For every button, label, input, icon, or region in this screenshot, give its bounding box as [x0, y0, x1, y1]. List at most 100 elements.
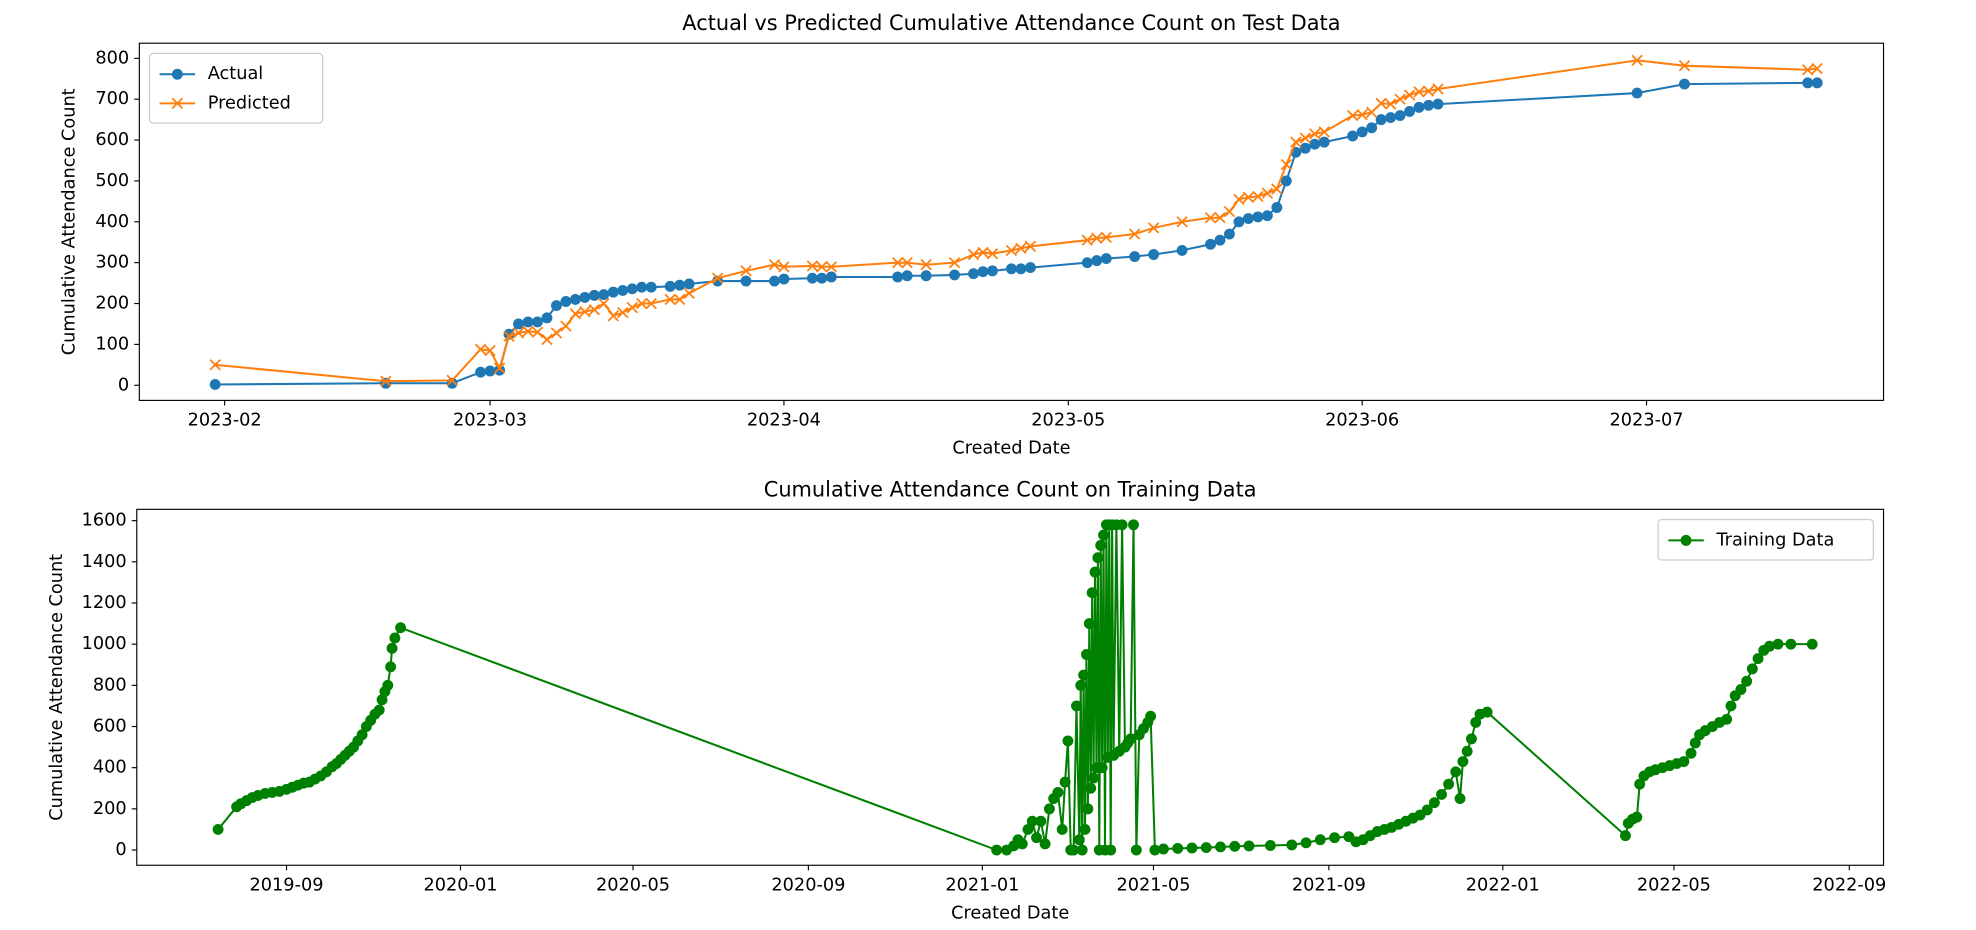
marker	[1261, 187, 1274, 199]
marker	[1252, 190, 1264, 203]
marker	[1096, 762, 1108, 774]
marker	[1116, 519, 1128, 531]
y-tick-label: 600	[95, 130, 129, 150]
y-tick-label: 0	[118, 375, 129, 395]
marker	[1725, 700, 1737, 712]
marker	[503, 330, 515, 342]
marker	[636, 297, 648, 310]
marker	[522, 316, 534, 328]
marker	[385, 661, 397, 673]
marker	[1005, 244, 1018, 257]
marker	[1413, 101, 1425, 113]
marker	[1309, 138, 1321, 150]
marker	[1432, 98, 1444, 110]
marker	[607, 286, 619, 298]
marker	[1186, 842, 1198, 854]
marker	[1394, 110, 1406, 121]
marker	[901, 270, 913, 282]
marker	[1806, 638, 1818, 650]
x-tick-label: 2019-09	[249, 876, 323, 896]
marker	[664, 280, 676, 292]
marker	[1076, 844, 1088, 856]
x-tick-label: 2023-04	[747, 411, 821, 431]
marker	[531, 326, 544, 338]
marker	[588, 289, 600, 301]
marker	[778, 273, 790, 285]
marker	[607, 310, 619, 322]
marker	[522, 325, 534, 338]
marker	[1443, 778, 1455, 790]
marker	[977, 266, 989, 278]
x-tick-label: 2022-05	[1637, 876, 1711, 896]
marker	[1081, 234, 1093, 246]
marker	[1271, 183, 1283, 195]
marker	[968, 268, 979, 280]
marker	[816, 272, 828, 284]
x-axis-label: Created Date	[952, 439, 1070, 459]
marker	[1091, 255, 1103, 267]
marker	[212, 824, 224, 835]
marker	[1242, 191, 1255, 203]
marker	[484, 344, 496, 357]
y-tick-label: 400	[93, 758, 127, 778]
marker	[1752, 653, 1764, 665]
marker	[986, 247, 999, 260]
marker	[1205, 238, 1216, 250]
marker	[1091, 232, 1103, 244]
legend-marker	[1680, 534, 1692, 546]
marker	[380, 375, 392, 387]
marker	[569, 308, 582, 320]
marker	[598, 289, 610, 300]
marker	[1081, 649, 1092, 660]
marker	[1071, 700, 1082, 712]
marker	[1082, 803, 1094, 815]
marker	[1145, 710, 1157, 722]
marker	[1158, 843, 1169, 855]
x-axis-label: Created Date	[951, 903, 1069, 923]
marker	[1128, 228, 1141, 240]
marker	[1811, 62, 1823, 75]
marker	[1318, 136, 1330, 148]
marker	[1689, 737, 1701, 749]
marker	[386, 642, 398, 654]
marker	[1481, 706, 1493, 718]
marker	[512, 327, 525, 339]
marker	[1079, 824, 1091, 835]
marker	[1005, 263, 1017, 275]
marker	[1346, 109, 1359, 122]
marker	[1129, 251, 1141, 262]
marker	[541, 312, 553, 324]
marker	[579, 291, 591, 303]
marker	[683, 287, 695, 300]
marker	[550, 300, 562, 312]
chart-title: Cumulative Attendance Count on Training …	[764, 477, 1257, 501]
marker	[1619, 830, 1631, 842]
marker	[740, 265, 752, 277]
marker	[1271, 202, 1283, 213]
marker	[977, 246, 989, 259]
y-tick-label: 200	[93, 799, 127, 819]
x-tick-label: 2023-07	[1610, 411, 1684, 431]
marker	[1088, 772, 1100, 784]
marker	[1073, 834, 1085, 846]
marker	[1128, 519, 1139, 531]
x-tick-label: 2021-05	[1116, 876, 1190, 896]
marker	[493, 362, 506, 374]
marker	[664, 293, 676, 306]
legend-marker	[171, 97, 184, 110]
marker	[645, 281, 657, 293]
marker	[1685, 747, 1697, 759]
chart-title: Actual vs Predicted Cumulative Attendanc…	[682, 11, 1340, 35]
marker	[1413, 86, 1425, 98]
y-tick-label: 600	[93, 717, 127, 737]
marker	[1811, 77, 1823, 89]
marker	[1176, 216, 1188, 228]
y-tick-label: 1400	[82, 552, 127, 572]
marker	[1741, 675, 1753, 687]
marker	[1631, 811, 1643, 823]
marker	[1461, 745, 1473, 757]
marker	[1366, 122, 1378, 134]
y-axis-label: Cumulative Attendance Count	[60, 88, 80, 355]
marker	[1229, 840, 1241, 852]
